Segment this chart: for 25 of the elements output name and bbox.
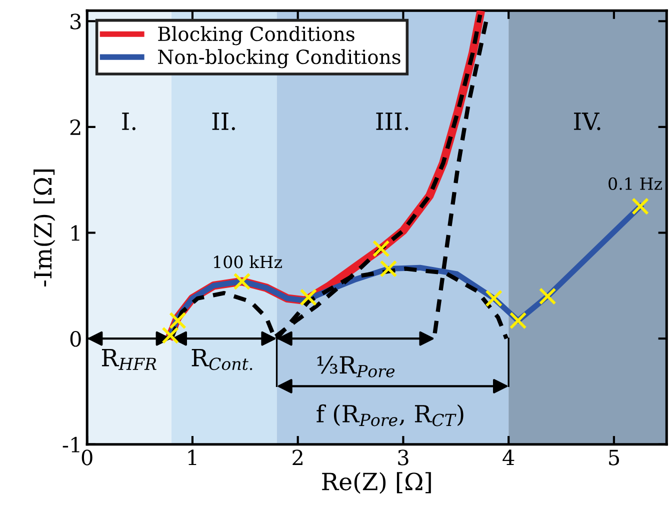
annotation: 0.1 Hz: [608, 177, 662, 190]
x-tick-label: 3: [398, 450, 408, 466]
y-tick-label: 3: [70, 14, 81, 30]
annotation: R$_{Cont.}$: [192, 349, 252, 370]
annotation: ⅓R$_{Pore}$: [317, 356, 395, 378]
x-tick-label: 0: [82, 450, 92, 466]
x-tick-label: 5: [609, 450, 619, 466]
y-axis-title: -Im(Z) [Ω]: [34, 169, 56, 286]
x-axis-title: Re(Z) [Ω]: [322, 472, 431, 494]
band-label: IV.: [574, 112, 600, 130]
legend-label: Non-blocking Conditions: [158, 49, 400, 68]
band-label: I.: [122, 112, 136, 130]
annotation: f (R$_{Pore}$, R$_{CT}$): [316, 404, 464, 426]
y-tick-label: 1: [72, 225, 80, 241]
y-tick-label: 0: [70, 331, 81, 347]
x-tick-label: 4: [502, 450, 514, 466]
annotation: 100 kHz: [214, 255, 282, 268]
y-tick-label: 2: [70, 119, 80, 135]
legend-label: Blocking Conditions: [158, 26, 354, 46]
x-tick-label: 1: [188, 450, 196, 466]
band-label: II.: [212, 112, 235, 130]
x-tick-label: 2: [292, 450, 302, 466]
annotation: R$_{HFR}$: [102, 349, 156, 370]
y-tick-label: -1: [62, 436, 80, 452]
band-label: III.: [376, 112, 408, 130]
